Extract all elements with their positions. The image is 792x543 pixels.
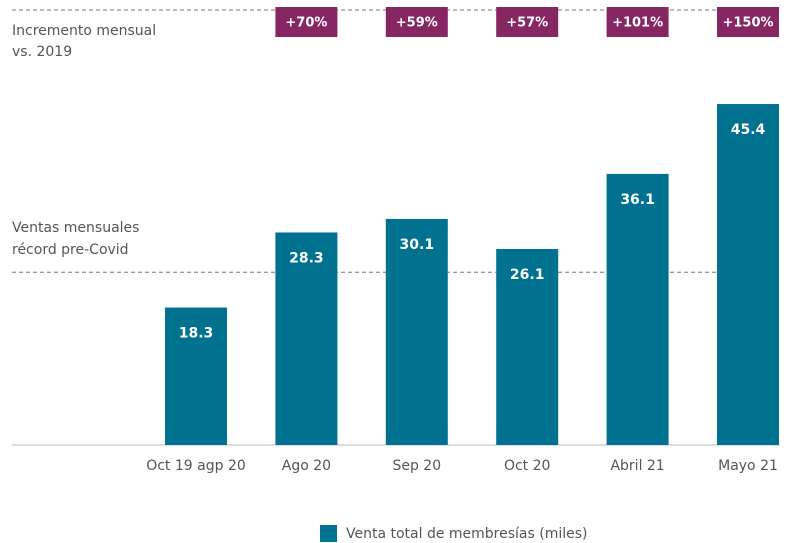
value-label: 45.4 (731, 122, 766, 138)
value-label: 30.1 (400, 237, 435, 253)
x-tick-label: Sep 20 (392, 458, 441, 474)
increment-box (496, 7, 559, 37)
value-label: 18.3 (179, 326, 214, 342)
x-tick-label: Abril 21 (610, 458, 664, 474)
increment-label: +57% (506, 16, 548, 31)
x-tick-label: Oct 19 agp 20 (146, 458, 246, 474)
bar (385, 218, 448, 445)
value-label: 28.3 (289, 250, 324, 266)
increment-label: +70% (285, 16, 327, 31)
increment-label: +59% (396, 16, 438, 31)
x-tick-label: Mayo 21 (718, 458, 778, 474)
increment-label: +101% (612, 16, 663, 31)
reference-label: récord pre-Covid (12, 242, 129, 258)
increment-box (385, 7, 448, 37)
value-label: 36.1 (620, 192, 655, 208)
bar (496, 248, 559, 445)
bar (275, 232, 338, 445)
increment-title: Incremento mensual (12, 23, 156, 39)
bar (606, 173, 669, 445)
increment-box (717, 7, 779, 37)
legend-label: Venta total de membresías (miles) (346, 526, 588, 542)
legend-swatch (320, 525, 337, 542)
increment-title: vs. 2019 (12, 44, 72, 60)
increment-box (606, 7, 669, 37)
x-tick-label: Oct 20 (504, 458, 550, 474)
x-tick-label: Ago 20 (282, 458, 331, 474)
bar (717, 104, 779, 446)
bar (165, 307, 227, 445)
increment-box (275, 7, 338, 37)
reference-label: Ventas mensuales (12, 220, 139, 236)
increment-label: +150% (722, 16, 773, 31)
value-label: 26.1 (510, 267, 545, 283)
